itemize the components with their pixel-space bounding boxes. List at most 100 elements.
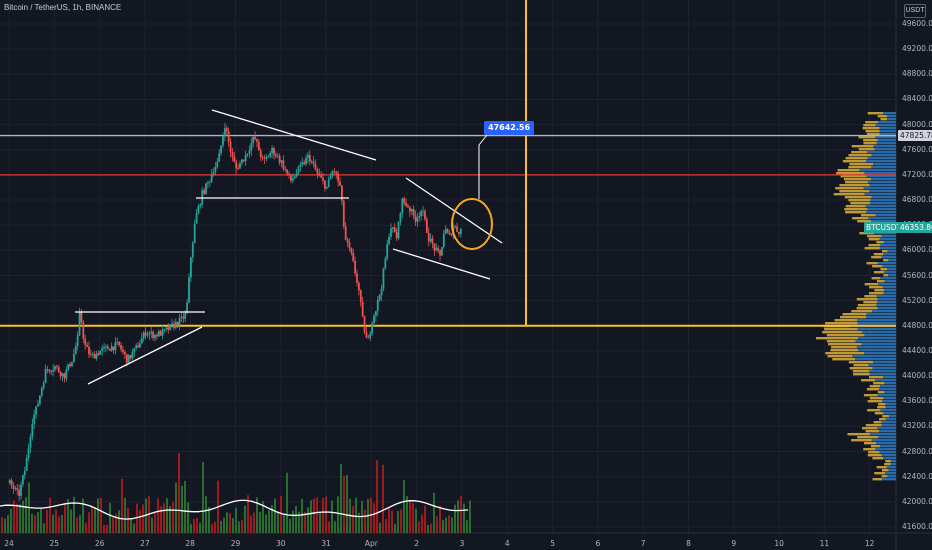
volume-bar	[37, 512, 39, 533]
volume-bar	[85, 522, 87, 533]
volume-bar	[388, 508, 390, 533]
volume-bar	[364, 509, 366, 533]
volume-bar	[295, 505, 297, 533]
candle-body	[412, 209, 415, 216]
candle-body	[27, 447, 30, 458]
candle-body	[63, 373, 66, 379]
candle-body	[269, 152, 272, 157]
volume-bar	[16, 503, 18, 533]
y-tick-label: 43600.00	[902, 396, 932, 406]
volume-profile-buy	[877, 307, 896, 310]
candle-body	[178, 317, 181, 326]
volume-profile-buy	[875, 136, 896, 139]
candle-body	[72, 354, 75, 362]
volume-bar	[13, 500, 15, 533]
candle-body	[382, 268, 385, 289]
candle-body	[154, 334, 156, 339]
x-tick-label: 28	[185, 539, 195, 548]
candle-body	[391, 227, 394, 229]
y-tick-label: 44800.00	[902, 320, 932, 330]
candle-body	[110, 346, 113, 351]
volume-profile-sell	[848, 361, 874, 364]
volume-profile-sell	[834, 319, 858, 322]
candle-body	[324, 180, 326, 189]
candle-body	[369, 333, 372, 338]
volume-bar	[433, 492, 435, 533]
candle-body	[348, 242, 351, 249]
volume-profile-sell	[874, 289, 885, 292]
candle-body	[91, 354, 94, 355]
volume-profile-sell	[826, 340, 856, 343]
volume-profile-buy	[858, 349, 896, 352]
volume-profile-buy	[881, 424, 896, 427]
volume-profile-buy	[871, 166, 896, 169]
candle-body	[293, 176, 296, 179]
x-tick-label: 31	[321, 539, 331, 548]
candle-body	[203, 190, 206, 194]
volume-profile-buy	[857, 328, 896, 331]
volume-bar	[322, 498, 324, 533]
volume-profile-sell	[840, 175, 867, 178]
candle-body	[40, 388, 43, 396]
volume-profile-sell	[867, 235, 882, 238]
candle-body	[246, 153, 249, 155]
volume-profile-sell	[863, 394, 878, 397]
volume-bar	[142, 504, 144, 533]
volume-profile-buy	[879, 247, 896, 250]
volume-bar	[172, 502, 174, 533]
volume-bar	[259, 511, 261, 533]
candle-body	[291, 178, 294, 181]
candle-body	[416, 217, 419, 222]
candle-body	[299, 164, 302, 167]
candle-body	[54, 366, 56, 370]
volume-profile-sell	[867, 112, 884, 115]
candle-body	[431, 238, 434, 244]
x-tick-label: 10	[774, 539, 784, 548]
candle-body	[367, 337, 370, 339]
volume-profile-sell	[881, 250, 888, 253]
candle-body	[137, 345, 139, 348]
volume-profile-sell	[873, 382, 885, 385]
candle-body	[216, 161, 219, 167]
candle-body	[106, 346, 109, 350]
volume-bar	[193, 518, 195, 533]
candle-body	[88, 346, 90, 355]
candle-body	[195, 213, 198, 224]
candle-body	[76, 335, 79, 347]
volume-profile-sell	[845, 181, 869, 184]
y-tick-label: 45600.00	[902, 270, 932, 280]
candle-body	[393, 227, 396, 233]
volume-profile-buy	[880, 385, 896, 388]
volume-bar	[343, 475, 345, 533]
candle-body	[239, 163, 241, 169]
volume-profile-buy	[868, 217, 896, 220]
x-tick-label: Apr	[364, 539, 378, 548]
candle-body	[37, 403, 39, 407]
volume-bar	[184, 480, 186, 533]
volume-bar	[4, 518, 6, 533]
volume-profile-sell	[845, 205, 866, 208]
candle-body	[444, 229, 447, 234]
candle-body	[284, 168, 287, 170]
volume-profile-buy	[869, 433, 896, 436]
volume-profile-sell	[827, 355, 853, 358]
x-tick-label: 30	[276, 539, 286, 548]
candle-body	[125, 354, 128, 363]
volume-profile-buy	[867, 157, 896, 160]
candle-body	[29, 436, 32, 448]
volume-profile-buy	[866, 175, 896, 178]
volume-bar	[220, 520, 222, 533]
candle-body	[218, 153, 221, 162]
volume-profile-sell	[835, 187, 864, 190]
volume-profile-buy	[887, 115, 896, 118]
currency-unit-badge[interactable]: USDT	[904, 4, 926, 18]
candle-body	[220, 145, 222, 154]
volume-profile-sell	[863, 448, 876, 451]
volume-bar	[262, 500, 264, 533]
volume-profile-buy	[875, 448, 896, 451]
candle-body	[237, 168, 239, 170]
volume-profile-buy	[885, 418, 896, 421]
volume-profile-buy	[872, 310, 896, 313]
candle-body	[408, 207, 411, 212]
